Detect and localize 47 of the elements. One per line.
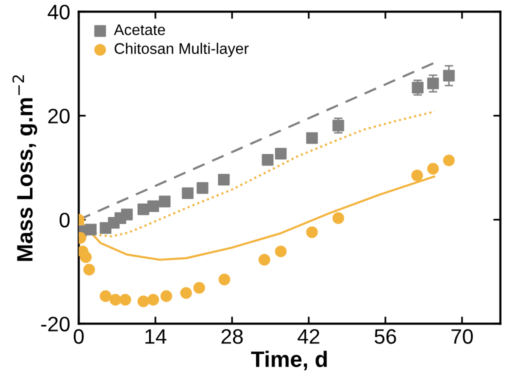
point: [110, 294, 122, 306]
point: [443, 70, 455, 82]
point: [80, 251, 92, 263]
point: [138, 203, 150, 216]
legend-label: Acetate: [114, 24, 166, 36]
point: [218, 174, 230, 186]
point: [119, 294, 132, 306]
point: [147, 294, 160, 306]
x-tick-label: 70: [452, 329, 473, 344]
legend-label: Chitosan Multi-layer: [114, 42, 249, 57]
point: [158, 196, 171, 208]
point: [100, 290, 112, 302]
point: [306, 226, 318, 238]
x-tick-label: 42: [298, 329, 320, 344]
point: [274, 148, 287, 160]
point: [332, 212, 344, 224]
point: [412, 82, 424, 94]
point: [443, 154, 455, 166]
y-axis-title: Mass Loss, g.m$^{−2}$: [12, 75, 38, 261]
x-tick-label: 0: [74, 329, 84, 344]
point: [138, 295, 150, 308]
point: [427, 162, 439, 175]
point: [83, 264, 95, 276]
point: [121, 208, 133, 220]
y-tick-label: 20: [48, 108, 70, 124]
point: [160, 290, 172, 302]
point: [218, 274, 230, 286]
point: [147, 200, 160, 212]
point: [332, 120, 344, 132]
y-tick-label: 40: [48, 4, 70, 20]
y-tick-label: -20: [41, 316, 70, 332]
point: [258, 254, 270, 266]
x-axis-title: Time, d: [251, 350, 327, 370]
point: [262, 154, 274, 166]
point: [306, 132, 318, 144]
point: [84, 224, 97, 236]
point: [427, 78, 439, 90]
point: [182, 187, 194, 200]
point: [196, 182, 208, 194]
x-tick-label: 56: [374, 329, 396, 344]
x-tick-label: 28: [222, 329, 243, 344]
point: [274, 246, 287, 258]
point: [411, 170, 423, 182]
x-tick-label: 14: [145, 329, 166, 344]
point: [180, 287, 192, 299]
point: [193, 282, 206, 294]
y-tick-label: 0: [60, 212, 70, 228]
